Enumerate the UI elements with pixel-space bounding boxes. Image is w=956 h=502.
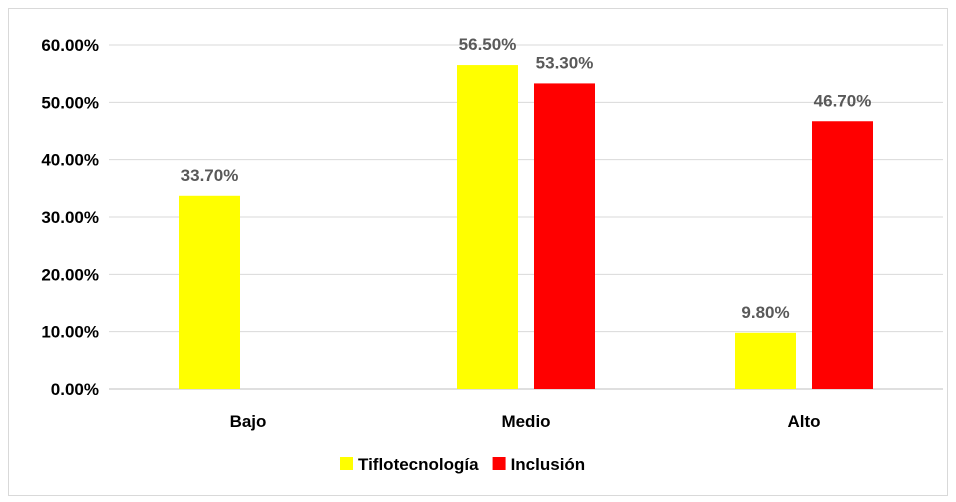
legend-label: Tiflotecnología	[358, 455, 479, 474]
category-label: Alto	[787, 412, 820, 431]
legend-swatch	[340, 457, 353, 470]
bar-tiflotecnologa-alto	[735, 332, 796, 389]
legend-swatch	[492, 457, 506, 470]
data-label: 46.70%	[814, 91, 872, 110]
y-tick-label: 20.00%	[41, 265, 99, 284]
category-label: Bajo	[230, 412, 267, 431]
data-label: 9.80%	[741, 303, 789, 322]
chart-frame: 0.00% 10.00% 20.00% 30.00% 40.00% 50.00% 60.00…	[8, 8, 948, 496]
y-tick-label: 40.00%	[41, 151, 99, 170]
bar-inclusin-alto	[812, 121, 873, 390]
y-tick-label: 50.00%	[41, 93, 99, 112]
y-tick-label: 30.00%	[41, 208, 99, 227]
bar-tiflotecnologa-bajo	[179, 195, 240, 389]
bar-chart: 0.00% 10.00% 20.00% 30.00% 40.00% 50.00% 60.00…	[41, 35, 943, 474]
legend-label: Inclusión	[511, 455, 586, 474]
category-label: Medio	[501, 412, 550, 431]
bar-tiflotecnologa-medio	[457, 65, 518, 390]
data-label: 53.30%	[536, 53, 594, 72]
bar-inclusin-medio	[534, 83, 595, 389]
data-label: 56.50%	[459, 35, 517, 54]
data-label: 33.70%	[181, 166, 239, 185]
y-tick-label: 0.00%	[51, 380, 99, 399]
y-tick-label: 60.00%	[41, 36, 99, 55]
y-tick-label: 10.00%	[41, 323, 99, 342]
